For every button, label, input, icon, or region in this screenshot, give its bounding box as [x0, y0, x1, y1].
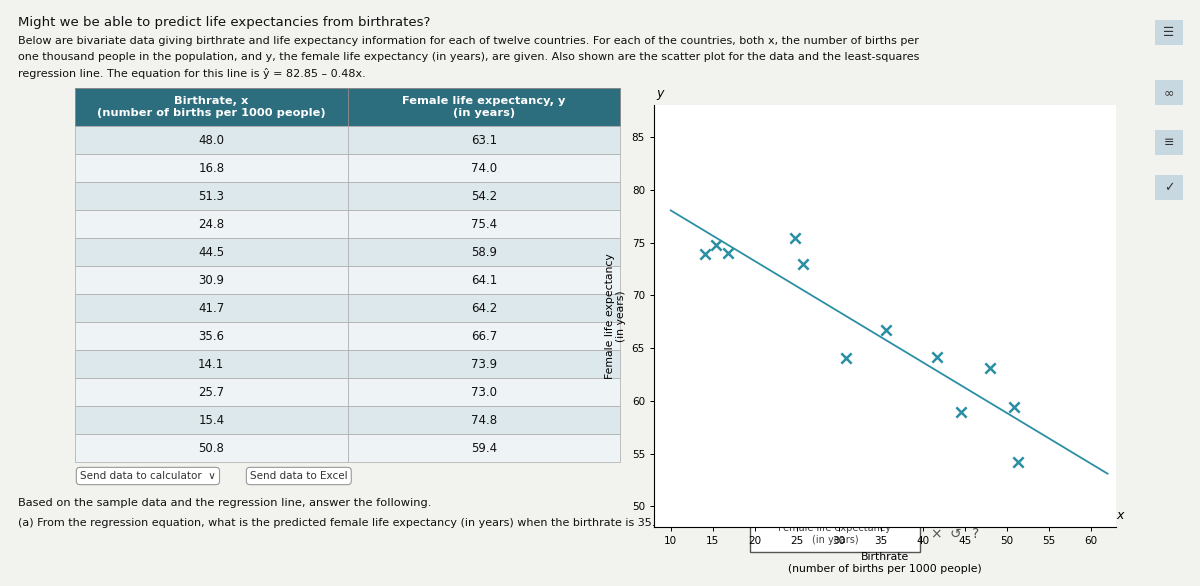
Text: 15.4: 15.4	[198, 414, 224, 427]
Point	[950, 408, 970, 417]
Text: 73.9: 73.9	[470, 357, 497, 370]
Text: regression line. The equation for this line is ŷ = 82.85 – 0.48x.: regression line. The equation for this l…	[18, 68, 366, 79]
Point	[1008, 457, 1027, 466]
Point	[836, 353, 856, 362]
Bar	[74, 434, 348, 462]
Point	[928, 352, 947, 361]
Bar	[348, 266, 620, 294]
Text: 35.6: 35.6	[198, 329, 224, 342]
Point	[696, 250, 715, 259]
Bar	[348, 378, 620, 406]
Point	[876, 325, 895, 335]
Bar	[1154, 130, 1183, 155]
Text: ☰: ☰	[1163, 26, 1175, 39]
Bar	[1154, 20, 1183, 45]
Text: 64.1: 64.1	[470, 274, 497, 287]
Bar	[348, 322, 620, 350]
Text: x: x	[1116, 509, 1123, 522]
Text: Send data to calculator  ∨: Send data to calculator ∨	[80, 471, 216, 481]
Text: 64.2: 64.2	[470, 302, 497, 315]
Text: ×: ×	[930, 527, 942, 541]
Point	[707, 240, 726, 250]
Text: 14.1: 14.1	[198, 357, 224, 370]
Bar	[74, 126, 348, 154]
Text: y: y	[656, 87, 664, 100]
Text: 24.8: 24.8	[198, 217, 224, 230]
Text: Based on the sample data and the regression line, answer the following.: Based on the sample data and the regress…	[18, 498, 431, 508]
Text: 54.2: 54.2	[470, 189, 497, 203]
Bar	[74, 378, 348, 406]
Bar	[74, 182, 348, 210]
Bar	[74, 322, 348, 350]
Bar	[74, 154, 348, 182]
Text: 58.9: 58.9	[470, 246, 497, 258]
Bar	[348, 406, 620, 434]
Point	[719, 248, 738, 258]
Text: 59.4: 59.4	[470, 441, 497, 455]
Text: ≡: ≡	[1164, 136, 1175, 149]
Bar	[74, 266, 348, 294]
Text: ∞: ∞	[1164, 86, 1174, 99]
Text: 73.0: 73.0	[470, 386, 497, 398]
Bar	[348, 126, 620, 154]
Text: (a) From the regression equation, what is the predicted female life expectancy (: (a) From the regression equation, what i…	[18, 518, 698, 528]
Point	[1004, 403, 1024, 412]
Point	[793, 259, 812, 268]
Text: Female life expectancy
(in years): Female life expectancy (in years)	[779, 523, 892, 545]
Y-axis label: Female life expectancy
(in years): Female life expectancy (in years)	[605, 254, 626, 379]
Text: 30.9: 30.9	[198, 274, 224, 287]
Bar	[348, 210, 620, 238]
Text: 75.4: 75.4	[470, 217, 497, 230]
Text: one thousand people in the population, and y, the female life expectancy (in yea: one thousand people in the population, a…	[18, 52, 919, 62]
Bar	[74, 350, 348, 378]
Bar	[348, 182, 620, 210]
Bar	[348, 88, 620, 126]
X-axis label: Birthrate
(number of births per 1000 people): Birthrate (number of births per 1000 peo…	[788, 552, 982, 574]
Text: 48.0: 48.0	[198, 134, 224, 146]
Bar	[74, 294, 348, 322]
Text: Female life expectancy, y
(in years): Female life expectancy, y (in years)	[402, 96, 565, 118]
Text: 41.7: 41.7	[198, 302, 224, 315]
Bar	[750, 516, 920, 552]
Text: ?: ?	[972, 527, 979, 541]
Bar	[348, 294, 620, 322]
Text: 66.7: 66.7	[470, 329, 497, 342]
Bar	[348, 434, 620, 462]
Text: 51.3: 51.3	[198, 189, 224, 203]
Text: 50.8: 50.8	[198, 441, 224, 455]
Bar	[74, 88, 348, 126]
Point	[786, 234, 805, 243]
Text: Below are bivariate data giving birthrate and life expectancy information for ea: Below are bivariate data giving birthrat…	[18, 36, 919, 46]
Text: Send data to Excel: Send data to Excel	[250, 471, 348, 481]
Text: Might we be able to predict life expectancies from birthrates?: Might we be able to predict life expecta…	[18, 16, 431, 29]
Bar	[1154, 175, 1183, 200]
Text: ↺: ↺	[950, 527, 961, 541]
Bar	[348, 154, 620, 182]
Text: 16.8: 16.8	[198, 162, 224, 175]
Text: 74.0: 74.0	[470, 162, 497, 175]
Text: 63.1: 63.1	[470, 134, 497, 146]
Text: ✓: ✓	[1164, 181, 1175, 194]
Text: 25.7: 25.7	[198, 386, 224, 398]
Bar	[348, 350, 620, 378]
Point	[980, 363, 1000, 373]
Text: 74.8: 74.8	[470, 414, 497, 427]
Text: Birthrate, x
(number of births per 1000 people): Birthrate, x (number of births per 1000 …	[97, 96, 325, 118]
Bar	[348, 238, 620, 266]
Bar	[74, 406, 348, 434]
Bar	[1154, 80, 1183, 105]
Bar	[74, 210, 348, 238]
Text: 44.5: 44.5	[198, 246, 224, 258]
Bar	[74, 238, 348, 266]
